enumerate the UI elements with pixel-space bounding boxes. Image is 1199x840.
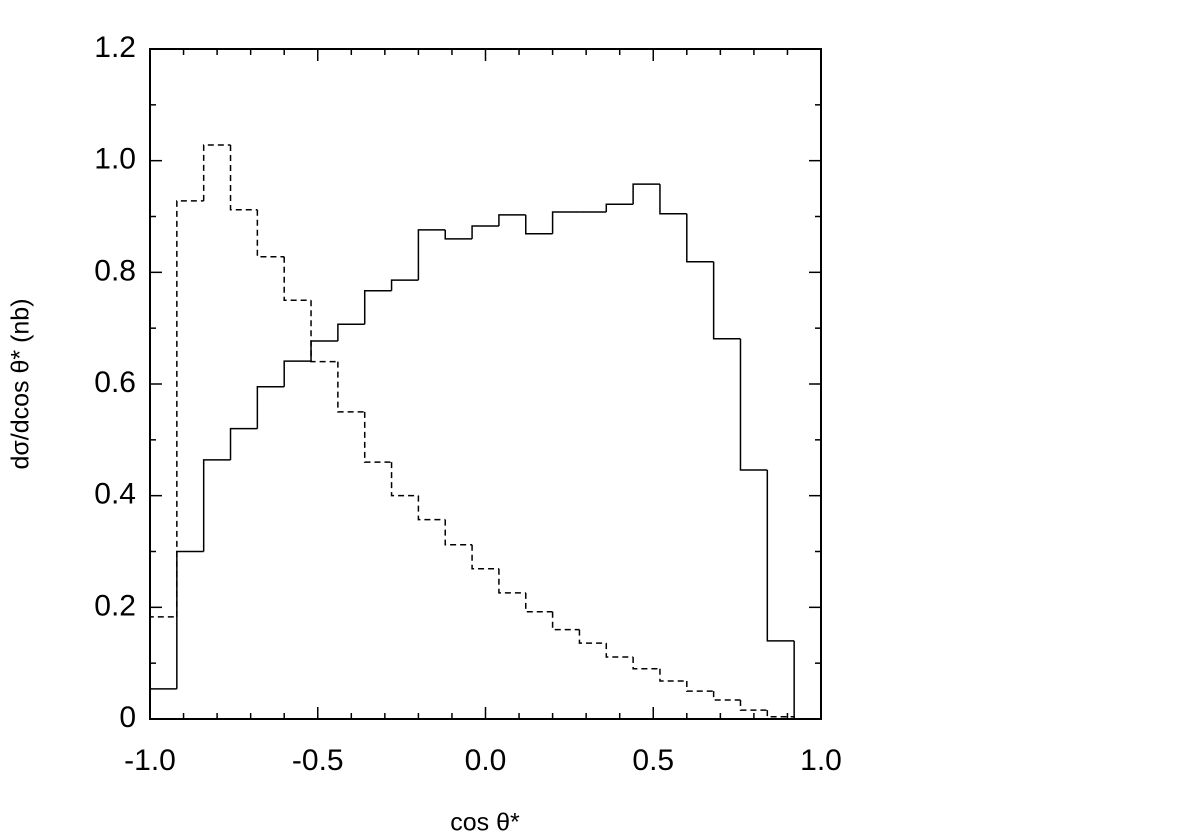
histogram-step [525,214,553,235]
x-axis-title: cos θ* [450,809,520,837]
histogram-step [310,300,338,363]
histogram-step [390,462,419,497]
histogram-step [712,261,741,340]
histogram-step [632,183,660,205]
histogram-step [498,568,526,594]
histogram-step [310,340,338,362]
histogram-step [766,469,795,642]
histogram-step [739,700,768,711]
histogram-step [766,710,795,718]
histogram-step [444,229,473,240]
histogram-step [363,411,392,463]
x-tick-label: -0.5 [292,744,344,777]
histogram-step [686,681,714,692]
histogram-step [283,360,312,387]
histogram-step [202,459,231,552]
y-tick-label: 0 [119,701,136,734]
histogram-step [444,519,473,546]
y-tick-label: 0.8 [94,254,136,287]
histogram-step [417,229,446,281]
histogram-step [229,145,258,211]
histogram-step [256,209,285,258]
histogram-step [229,427,258,460]
histogram-step [578,629,607,644]
histogram-step [471,225,499,239]
histogram-step [739,338,768,471]
histogram-step [551,211,580,234]
histogram-step [659,184,687,215]
x-tick-label: 0.5 [632,744,674,777]
x-tick-label: 1.0 [800,744,842,777]
histogram-step [659,668,687,682]
histogram-step [498,214,526,226]
y-tick-label: 1.0 [94,143,136,176]
y-tick-label: 0.4 [94,478,136,511]
histogram-step [605,643,634,658]
histogram-step [712,691,741,701]
histogram-step [686,213,714,263]
plot-frame [149,48,822,720]
y-tick-label: 1.2 [94,31,136,64]
histogram-step [149,688,177,719]
histogram-step [256,386,285,429]
histogram-step [605,203,634,213]
histogram-step [363,290,392,325]
histogram-step [390,279,419,291]
histogram-step [632,657,660,670]
x-tick-label: 0.0 [465,744,507,777]
histogram-step [283,256,312,301]
x-tick-label: -1.0 [124,744,176,777]
histogram-step [176,550,204,689]
histogram-step [202,144,231,201]
histogram-step [551,611,580,631]
histogram-step [525,592,553,613]
y-tick-label: 0.6 [94,366,136,399]
histogram-step [337,323,365,342]
histogram-step [471,544,499,570]
y-tick-label: 0.2 [94,589,136,622]
histogram-step [176,200,204,617]
histogram-step [149,616,177,719]
histogram-step [337,361,365,413]
y-axis-title: dσ/dcos θ* (nb) [7,298,35,469]
histogram-step [417,495,446,521]
